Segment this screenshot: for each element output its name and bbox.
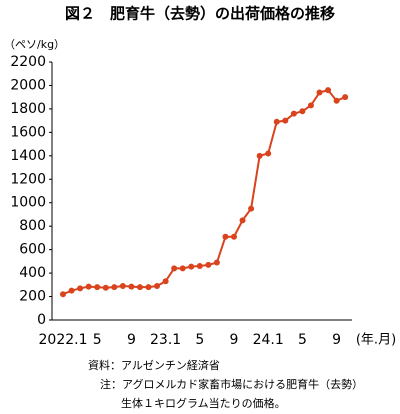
x-tick-label: 24.1: [253, 332, 284, 348]
marker: [145, 284, 152, 291]
y-tick-label: 2000: [10, 77, 46, 93]
marker: [188, 263, 195, 270]
source-note: 資料：アルゼンチン経済省: [88, 358, 220, 372]
x-tick-label: 9: [230, 332, 239, 348]
y-tick-label: 1400: [10, 148, 46, 164]
y-tick-label: 800: [19, 218, 46, 234]
marker: [265, 150, 272, 157]
marker: [239, 217, 246, 224]
marker: [342, 94, 349, 101]
marker: [85, 283, 92, 290]
x-tick-label: 5: [298, 332, 307, 348]
y-tick-label: 1200: [10, 171, 46, 187]
marker: [256, 152, 263, 159]
marker: [213, 259, 220, 266]
y-tick-label: 1600: [10, 124, 46, 140]
y-tick-label: 600: [19, 242, 46, 258]
y-axis-label: （ペソ/kg）: [4, 38, 65, 51]
x-tick-label: 5: [93, 332, 102, 348]
marker: [68, 287, 75, 294]
line: [62, 89, 346, 296]
marker: [136, 284, 143, 291]
note: 生体１キログラム当たりの価格。: [121, 396, 286, 410]
y-tick-label: 0: [37, 312, 46, 328]
marker: [196, 263, 203, 270]
x-axis-label: (年.月): [356, 333, 396, 348]
marker: [205, 261, 212, 268]
marker: [77, 285, 84, 292]
marker: [333, 97, 340, 104]
marker: [282, 117, 289, 124]
marker: [290, 110, 297, 117]
marker: [299, 108, 306, 115]
marker: [231, 233, 237, 240]
y-tick-label: 2200: [10, 54, 46, 70]
marker: [316, 89, 323, 96]
y-tick-label: 400: [19, 265, 46, 281]
marker: [162, 278, 169, 285]
x-tick-label: 9: [332, 332, 341, 348]
marker: [128, 283, 135, 290]
marker: [60, 291, 66, 298]
marker: [325, 87, 332, 94]
marker: [222, 233, 229, 240]
marker: [94, 284, 101, 291]
y-tick-label: 1000: [10, 195, 46, 211]
marker: [119, 282, 126, 289]
marker: [179, 265, 186, 272]
marker: [273, 118, 280, 125]
x-tick-label: 5: [195, 332, 204, 348]
y-tick-label: 200: [19, 289, 46, 305]
x-tick-label: 9: [127, 332, 136, 348]
y-tick-label: 1800: [10, 101, 46, 117]
x-tick-label: 2022.1: [39, 332, 88, 348]
note: 注：アグロメルカド家畜市場における肥育牛（去勢）: [100, 377, 363, 391]
marker: [111, 284, 118, 291]
chart-title: 図２ 肥育牛（去勢）の出荷価格の推移: [65, 5, 335, 23]
marker: [248, 205, 255, 212]
marker: [102, 284, 109, 291]
marker: [171, 265, 178, 272]
marker: [154, 282, 161, 289]
x-tick-label: 23.1: [150, 332, 181, 348]
marker: [307, 102, 314, 109]
